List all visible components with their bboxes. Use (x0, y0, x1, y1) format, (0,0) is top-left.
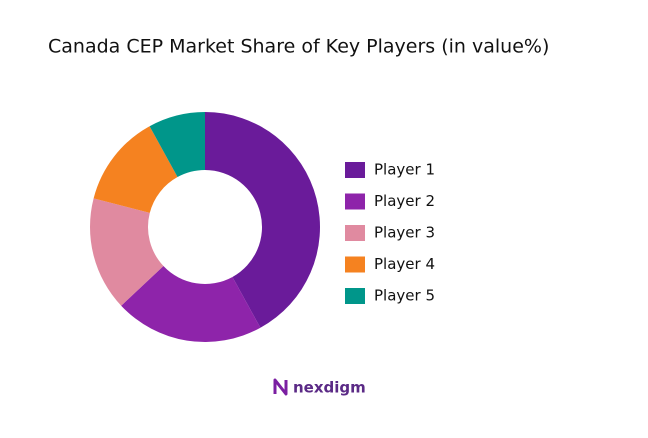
legend-swatch (345, 256, 365, 273)
donut-slice (149, 112, 205, 178)
legend-label: Player 1 (374, 161, 435, 179)
legend-label: Player 3 (374, 224, 435, 242)
legend-swatch (345, 288, 365, 304)
donut-slice (93, 126, 178, 213)
legend-swatch (345, 225, 365, 241)
legend-swatch (345, 162, 365, 178)
logo-text: nexdigm (293, 379, 366, 397)
legend-label: Player 5 (374, 287, 435, 305)
donut-slice (90, 198, 164, 306)
legend-swatch (345, 193, 365, 210)
logo-icon (273, 378, 288, 396)
donut-slice (205, 112, 320, 328)
logo: nexdigm (273, 378, 366, 397)
legend-label: Player 4 (374, 255, 435, 273)
legend-label: Player 2 (374, 192, 435, 210)
donut-slice (121, 266, 261, 342)
chart-title: Canada CEP Market Share of Key Players (… (48, 36, 549, 58)
